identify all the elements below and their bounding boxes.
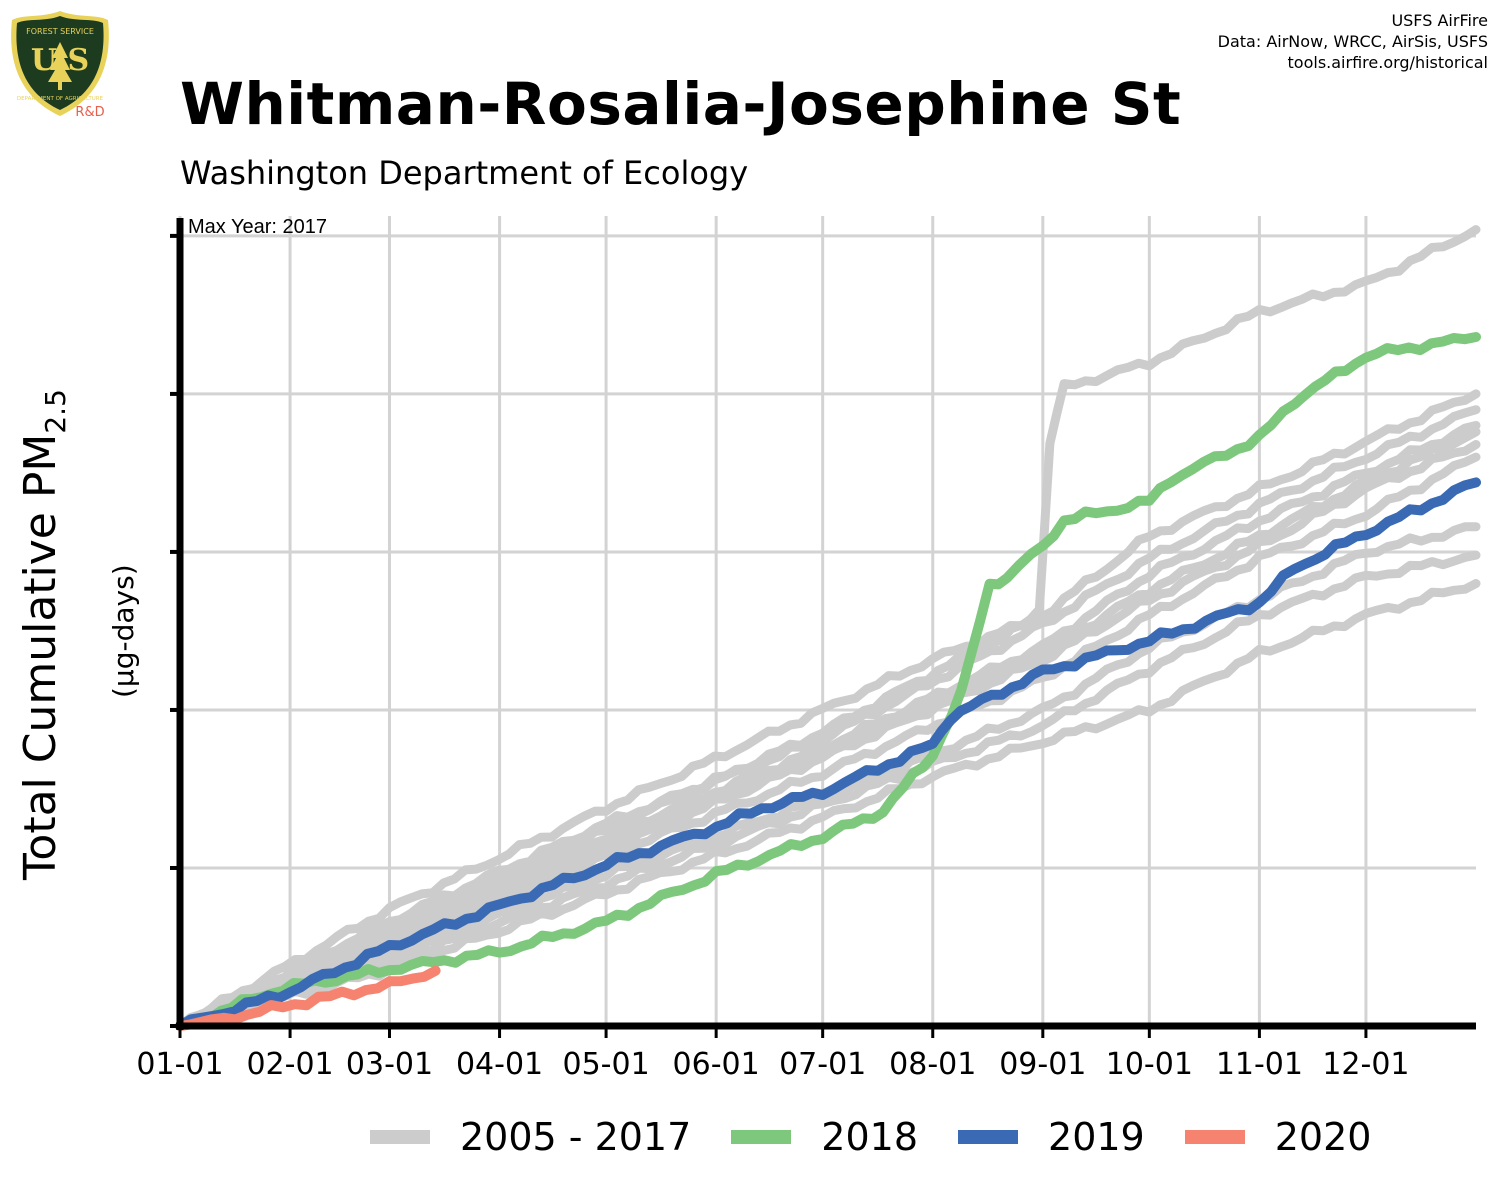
legend-swatch bbox=[958, 1130, 1019, 1144]
legend-swatch bbox=[1184, 1130, 1245, 1144]
grid-layer bbox=[178, 216, 1476, 1028]
x-tick-label: 03-01 bbox=[346, 1047, 433, 1082]
y-axis-label-subscript: 2.5 bbox=[39, 389, 72, 434]
legend-item-2019: 2019 bbox=[958, 1115, 1145, 1159]
credit-line-3: tools.airfire.org/historical bbox=[1287, 53, 1488, 72]
logo-bottom-text: DEPARTMENT OF AGRICULTURE bbox=[17, 96, 104, 102]
max-year-annotation: Max Year: 2017 bbox=[188, 216, 327, 238]
legend-label: 2020 bbox=[1274, 1115, 1372, 1159]
legend-label: 2019 bbox=[1048, 1115, 1145, 1159]
x-tick-label: 10-01 bbox=[1106, 1047, 1193, 1082]
x-tick-label: 08-01 bbox=[889, 1047, 976, 1082]
credits-block: USFS AirFire Data: AirNow, WRCC, AirSis,… bbox=[1218, 10, 1488, 73]
series-line-2018 bbox=[175, 332, 1481, 1031]
x-tick-label: 04-01 bbox=[456, 1047, 543, 1082]
legend-item-2020: 2020 bbox=[1184, 1115, 1372, 1159]
y-axis-units: (µg-days) bbox=[107, 564, 140, 698]
x-tick-label: 05-01 bbox=[562, 1047, 649, 1082]
legend-label: 2005 - 2017 bbox=[460, 1115, 692, 1159]
series-line-2005to2017 bbox=[175, 405, 1481, 1031]
y-axis-label: Total Cumulative PM2.5 bbox=[15, 389, 72, 881]
chart-subtitle: Washington Department of Ecology bbox=[180, 154, 749, 192]
logo-top-text: FOREST SERVICE bbox=[26, 27, 94, 36]
x-tick-label: 11-01 bbox=[1216, 1047, 1303, 1082]
x-tick-label: 07-01 bbox=[779, 1047, 866, 1082]
chart-title: Whitman-Rosalia-Josephine St bbox=[180, 70, 1182, 138]
x-tick-label: 06-01 bbox=[673, 1047, 760, 1082]
series-line-2005to2017 bbox=[175, 550, 1481, 1031]
x-tick-label: 02-01 bbox=[246, 1047, 333, 1082]
series-line-2005to2017 bbox=[175, 440, 1481, 1031]
legend-item-2018: 2018 bbox=[731, 1115, 918, 1159]
series-line-2005to2017 bbox=[175, 225, 1481, 1031]
credit-line-2: Data: AirNow, WRCC, AirSis, USFS bbox=[1217, 32, 1488, 51]
tree-trunk bbox=[58, 82, 62, 90]
legend-swatch bbox=[731, 1130, 792, 1144]
legend-swatch bbox=[370, 1130, 430, 1144]
series-line-2019 bbox=[175, 477, 1481, 1031]
x-tick-label: 12-01 bbox=[1322, 1047, 1409, 1082]
legend-label: 2018 bbox=[821, 1115, 919, 1159]
axis-layer: 01-01 02-01 03-01 04-01 05-01 06-01 07-01 08-01… bbox=[136, 218, 1476, 1082]
series-line-2005to2017 bbox=[175, 427, 1481, 1031]
series-line-2020 bbox=[175, 965, 441, 1031]
pine-tree-icon bbox=[48, 42, 72, 82]
x-tick-label: 09-01 bbox=[999, 1047, 1086, 1082]
legend-item-2005-2017: 2005 - 2017 bbox=[370, 1115, 691, 1159]
series-layer bbox=[175, 225, 1481, 1031]
y-axis-label-main: Total Cumulative PM bbox=[15, 434, 66, 881]
forest-service-logo: FOREST SERVICE U S DEPARTMENT OF AGRICUL… bbox=[11, 11, 109, 120]
x-tick-label: 01-01 bbox=[136, 1047, 223, 1082]
chart-legend: 2005 - 2017 2018 2019 2020 bbox=[370, 1112, 1411, 1162]
logo-rd-tag: R&D bbox=[75, 105, 104, 120]
credit-line-1: USFS AirFire bbox=[1391, 11, 1488, 30]
